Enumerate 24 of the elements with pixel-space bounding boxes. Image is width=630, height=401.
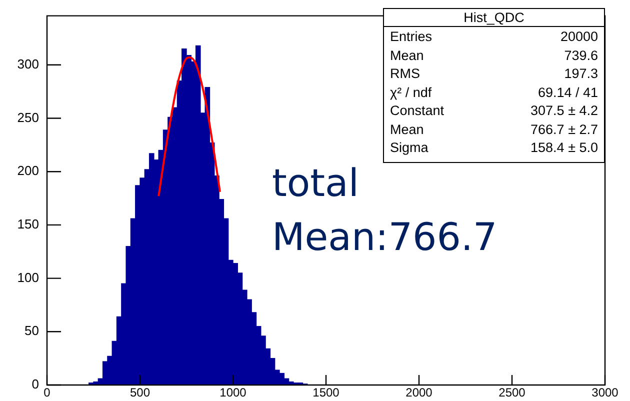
y-tick-label: 300 [17,56,39,72]
x-tick-label: 0 [44,386,51,400]
text: Sigma 158.4 ± 5.0 [390,140,598,155]
text: Mean 766.7 ± 2.7 [390,122,598,136]
text: RMS 197.3 [390,66,598,81]
text: Constant 307.5 ± 4.2 [390,103,598,118]
y-tick-label: 50 [24,323,39,338]
y-tick-label: 250 [17,110,39,125]
x-tick-label: 500 [130,386,150,400]
chart-title: Hist_QDC [384,9,604,27]
y-tick-label: 200 [17,163,39,178]
x-tick-label: 1500 [312,386,340,400]
x-tick-label: 3000 [592,386,619,400]
text: χ² / ndf 69.14 / 41 [390,84,598,100]
x-tick-label: 1000 [220,386,247,400]
annotation: Mean:766.7 [272,214,498,261]
x-tick-label: 2000 [406,386,433,400]
line-series [158,56,221,198]
y-tick-label: 100 [17,270,39,285]
text: Entries 20000 [390,29,598,44]
text: Mean 739.6 [390,48,598,62]
x-tick-label: 2500 [498,386,526,400]
annotation: total [272,160,360,207]
y-tick-label: 150 [17,216,39,232]
